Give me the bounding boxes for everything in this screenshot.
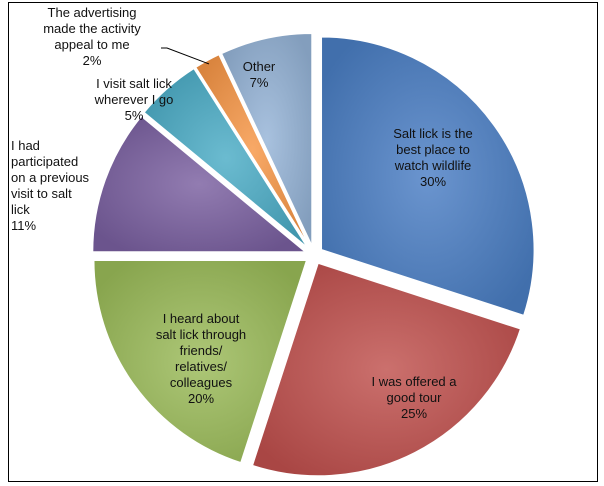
slice-label-line: 7% — [250, 75, 269, 90]
labels-layer: Salt lick is the best place to watch wildl… — [11, 5, 473, 421]
slices-layer — [91, 32, 535, 477]
slice-label-0: Salt lick is the best place to watch wildl… — [393, 126, 472, 189]
pie-slice-4 — [142, 67, 309, 249]
slice-label-5: The advertising made the activity appeal t… — [43, 5, 141, 68]
slice-label-line: 20% — [188, 391, 214, 406]
slice-label-line: salt lick through — [156, 327, 246, 342]
slice-label-line: Salt lick is the — [393, 126, 472, 141]
slice-label-line: Other — [243, 59, 276, 74]
slice-label-line: made the activity — [43, 21, 141, 36]
slice-label-line: visit to salt — [11, 186, 72, 201]
slice-label-6: Other 7% — [243, 59, 276, 90]
leader-line — [161, 47, 210, 65]
pie-slice-3 — [91, 115, 308, 253]
pie-chart: Salt lick is the best place to watch wildl… — [11, 5, 535, 477]
slice-label-line: best place to — [396, 142, 470, 157]
slice-label-4: I visit salt lick wherever I go 5% — [94, 76, 174, 123]
pie-slice-6 — [220, 32, 313, 247]
slice-label-line: I was offered a — [371, 374, 457, 389]
leaders-layer — [161, 47, 210, 65]
slice-label-line: appeal to me — [54, 37, 129, 52]
pie-slice-2 — [92, 259, 308, 464]
slice-label-line: The advertising — [48, 5, 137, 20]
slice-label-line: on a previous — [11, 170, 90, 185]
pie-slice-5 — [194, 53, 311, 248]
slice-label-line: lick — [11, 202, 30, 217]
slice-label-line: I had — [11, 138, 40, 153]
pie-slice-1 — [251, 262, 522, 477]
slice-label-line: I visit salt lick — [96, 76, 172, 91]
slice-label-line: watch wildlife — [394, 158, 472, 173]
slice-label-2: I heard about salt lick through friends/re… — [156, 311, 246, 406]
slice-label-line: 25% — [401, 406, 427, 421]
pie-slice-0 — [320, 35, 535, 317]
slice-label-line: colleagues — [170, 375, 233, 390]
slice-label-line: 5% — [125, 108, 144, 123]
slice-label-line: participated — [11, 154, 78, 169]
slice-label-line: 2% — [83, 53, 102, 68]
chart-frame: Salt lick is the best place to watch wildl… — [8, 2, 598, 482]
slice-label-1: I was offered a good tour 25% — [371, 374, 457, 421]
slice-label-line: wherever I go — [94, 92, 174, 107]
slice-label-line: I heard about — [163, 311, 240, 326]
slice-label-line: good tour — [387, 390, 443, 405]
slice-label-line: 30% — [420, 174, 446, 189]
slice-label-line: friends/ — [180, 343, 223, 358]
slice-label-line: relatives/ — [175, 359, 227, 374]
slice-label-3: I had participated on a previous visit to s… — [11, 138, 90, 233]
slice-label-line: 11% — [11, 218, 36, 233]
